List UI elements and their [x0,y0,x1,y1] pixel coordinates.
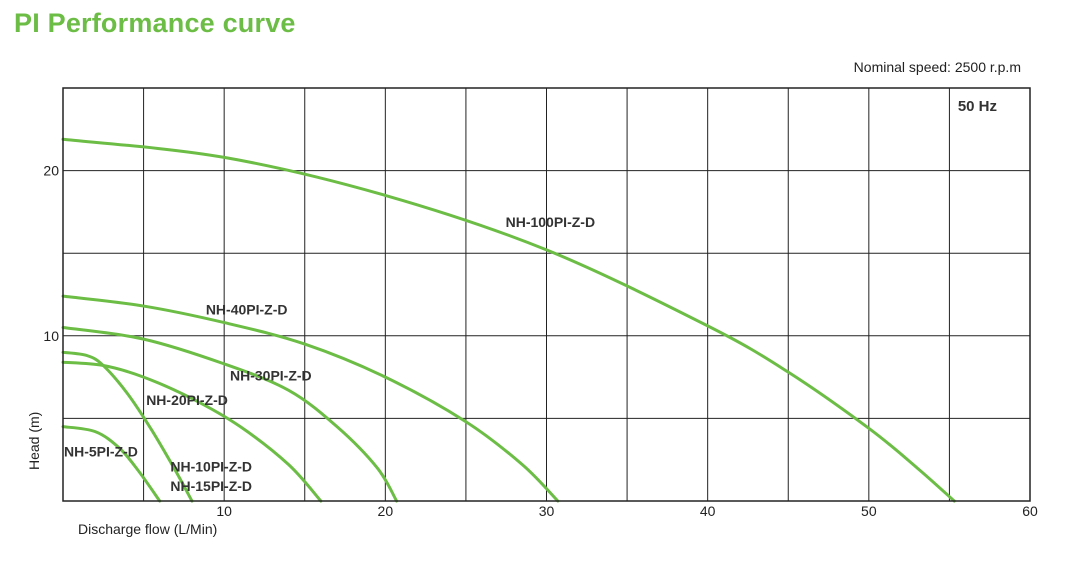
series-line [61,137,956,503]
series-label: NH-20PI-Z-D [146,392,228,408]
chart-curves [61,137,956,503]
series-label: NH-5PI-Z-D [64,443,138,459]
series-label: NH-15PI-Z-D [170,478,252,494]
series-label: NH-10PI-Z-D [170,458,252,474]
y-tick-label: 20 [43,163,59,179]
x-axis-label: Discharge flow (L/Min) [78,521,218,537]
chart-ticks: 10 20 30 40 50 60 10 20 [43,163,1038,519]
x-tick-label: 30 [539,503,555,519]
series-line [61,326,399,503]
chart-title: PI Performance curve [14,8,296,38]
series-line [61,425,162,503]
x-tick-label: 10 [216,503,232,519]
x-tick-label: 60 [1022,503,1038,519]
x-tick-label: 50 [861,503,877,519]
y-tick-label: 10 [43,328,59,344]
x-tick-label: 40 [700,503,716,519]
chart-series-labels: NH-100PI-Z-D NH-40PI-Z-D NH-30PI-Z-DNH-20P… [64,214,595,494]
series-line [61,294,560,503]
series-line [61,360,323,503]
series-label: NH-30PI-Z-D [230,367,312,383]
series-label: NH-100PI-Z-D [506,214,595,230]
frequency-label: 50 Hz [958,98,997,115]
x-tick-label: 20 [378,503,394,519]
nominal-speed-note: Nominal speed: 2500 r.p.m [853,59,1021,75]
series-label: NH-40PI-Z-D [206,301,288,317]
series-line [61,350,194,503]
chart-grid [63,88,1030,501]
plot-frame [62,87,1031,502]
